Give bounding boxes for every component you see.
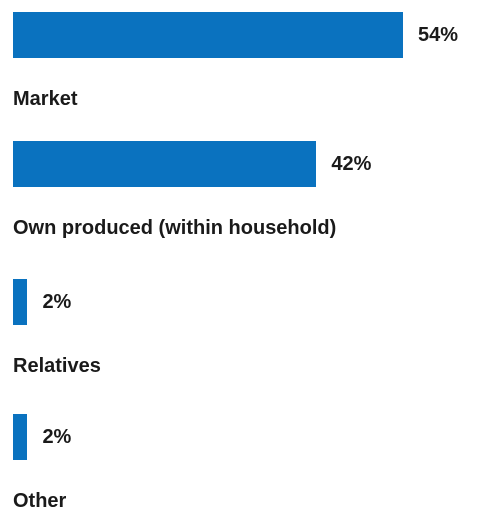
value-label-market: 54%: [418, 24, 459, 46]
bar-own-produced: [13, 141, 317, 187]
bar-relatives: [13, 279, 28, 325]
category-label-other: Other: [13, 490, 67, 512]
value-label-relatives: 2%: [42, 291, 72, 313]
bar-other: [13, 414, 28, 460]
value-label-own-produced: 42%: [331, 153, 372, 175]
category-label-own-produced: Own produced (within household): [13, 217, 337, 239]
category-label-relatives: Relatives: [13, 355, 101, 377]
value-label-other: 2%: [42, 426, 72, 448]
category-label-market: Market: [13, 88, 78, 110]
bar-market: [13, 12, 403, 58]
